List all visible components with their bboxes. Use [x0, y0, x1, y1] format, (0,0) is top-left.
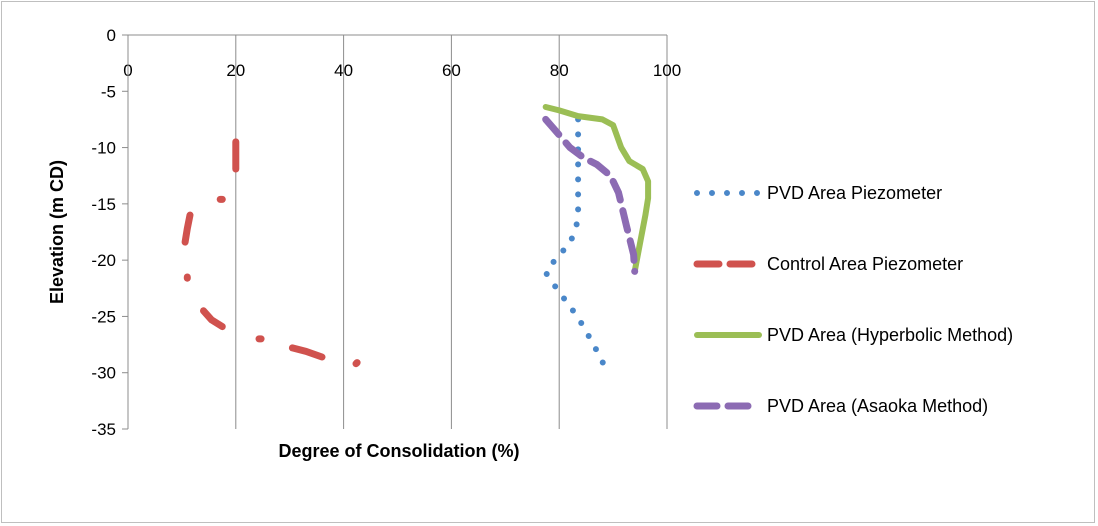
y-tick-label: -20 — [91, 251, 116, 270]
legend-label: Control Area Piezometer — [767, 254, 963, 274]
x-tick-label: 20 — [226, 61, 245, 80]
x-tick-label: 100 — [653, 61, 681, 80]
series-control-area-piezometer — [181, 138, 361, 368]
x-tick-label: 80 — [550, 61, 569, 80]
y-tick-label: -35 — [91, 420, 116, 439]
y-tick-label: 0 — [107, 26, 116, 45]
legend-label: PVD Area Piezometer — [767, 183, 942, 203]
series-line — [542, 115, 639, 275]
series-dash — [288, 344, 326, 361]
y-tick-label: -25 — [91, 307, 116, 326]
series-line — [542, 116, 607, 368]
legend-label: PVD Area (Hyperbolic Method) — [767, 325, 1013, 345]
legend-label: PVD Area (Asaoka Method) — [767, 396, 988, 416]
series-dash — [200, 307, 226, 331]
x-axis-title: Degree of Consolidation (%) — [278, 441, 519, 461]
y-tick-label: -5 — [101, 82, 116, 101]
y-axis-title: Elevation (m CD) — [47, 160, 67, 304]
gridlines — [235, 35, 668, 429]
y-tick-label: -15 — [91, 195, 116, 214]
x-tick-label: 40 — [334, 61, 353, 80]
series-pvd-area-asaoka-method — [542, 115, 639, 275]
x-tick-label: 60 — [442, 61, 461, 80]
series-dash — [352, 359, 361, 368]
series-pvd-area-hyperbolic-method — [542, 104, 652, 275]
series-dash — [181, 211, 194, 246]
series-layer — [181, 104, 652, 368]
series-line — [542, 104, 652, 275]
y-tick-label: -30 — [91, 364, 116, 383]
y-tick-label: -10 — [91, 139, 116, 158]
series-pvd-area-piezometer — [542, 116, 607, 368]
legend: PVD Area Piezometer Control Area Piezomet… — [693, 183, 1013, 416]
